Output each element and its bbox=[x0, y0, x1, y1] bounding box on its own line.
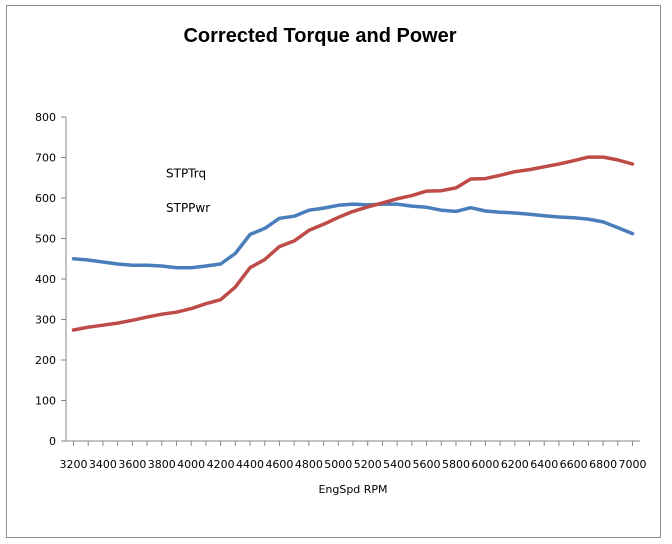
x-tick-label: 6600 bbox=[560, 458, 588, 471]
x-tick-label: 6000 bbox=[471, 458, 499, 471]
x-axis: 3200 3400 3600 3800 4000 4200 4400 4600 4800 5000… bbox=[60, 440, 647, 471]
y-tick-label: 100 bbox=[35, 395, 56, 408]
x-tick-label: 7000 bbox=[619, 458, 647, 471]
x-tick-label: 5800 bbox=[442, 458, 470, 471]
x-tick-label: 6200 bbox=[501, 458, 529, 471]
y-tick-label: 700 bbox=[35, 152, 56, 165]
x-tick-label: 5000 bbox=[324, 458, 352, 471]
y-tick-label: 400 bbox=[35, 273, 56, 286]
y-tick-label: 600 bbox=[35, 192, 56, 205]
series-line-stppwr bbox=[71, 155, 635, 332]
x-tick-label: 5400 bbox=[383, 458, 411, 471]
x-tick-label: 4000 bbox=[177, 458, 205, 471]
x-tick-label: 3800 bbox=[148, 458, 176, 471]
y-axis: 0 100 200 300 400 500 600 700 800 bbox=[35, 111, 67, 448]
x-tick-label: 5200 bbox=[354, 458, 382, 471]
x-tick-label: 6400 bbox=[530, 458, 558, 471]
x-tick-label: 6800 bbox=[589, 458, 617, 471]
series-labels: STPTrq STPPwr bbox=[166, 167, 210, 215]
y-tick-label: 200 bbox=[35, 354, 56, 367]
x-tick-label: 3600 bbox=[118, 458, 146, 471]
x-tick-label: 3400 bbox=[89, 458, 117, 471]
chart-title: Corrected Torque and Power bbox=[183, 25, 456, 47]
y-tick-label: 300 bbox=[35, 314, 56, 327]
x-tick-label: 4400 bbox=[236, 458, 264, 471]
x-tick-label: 4200 bbox=[207, 458, 235, 471]
series-label-stppwr: STPPwr bbox=[166, 201, 210, 215]
series-line-stptrq bbox=[71, 202, 635, 270]
x-tick-label: 5600 bbox=[413, 458, 441, 471]
x-tick-label: 4600 bbox=[265, 458, 293, 471]
y-tick-label: 500 bbox=[35, 233, 56, 246]
x-axis-label: EngSpd RPM bbox=[318, 483, 387, 496]
series-group bbox=[71, 155, 635, 332]
x-tick-label: 3200 bbox=[60, 458, 88, 471]
x-tick-label: 4800 bbox=[295, 458, 323, 471]
chart-frame bbox=[6, 5, 661, 538]
series-label-stptrq: STPTrq bbox=[166, 167, 206, 181]
y-tick-label: 800 bbox=[35, 111, 56, 124]
y-tick-label: 0 bbox=[49, 435, 56, 448]
